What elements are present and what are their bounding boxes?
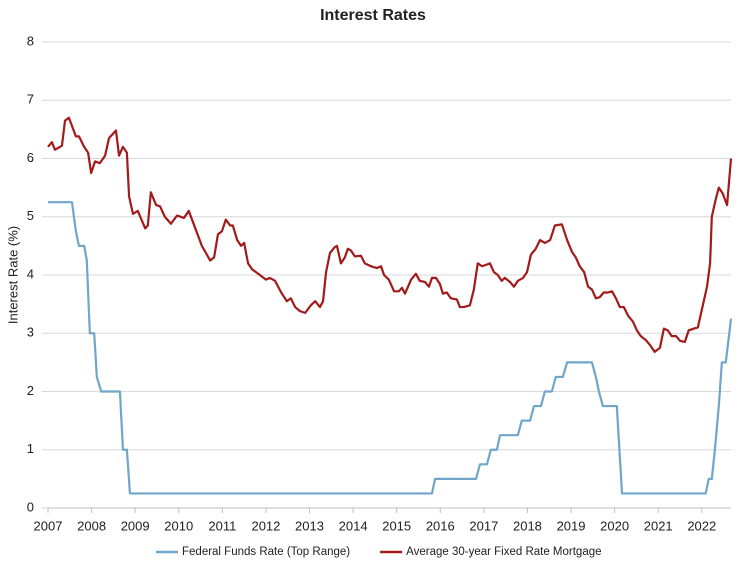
y-tick-label: 0 bbox=[27, 499, 34, 514]
x-tick-label: 2013 bbox=[295, 518, 324, 533]
y-tick-label: 6 bbox=[27, 150, 34, 165]
x-tick-label: 2021 bbox=[644, 518, 673, 533]
x-tick-label: 2010 bbox=[164, 518, 193, 533]
x-tick-label: 2009 bbox=[121, 518, 150, 533]
x-tick-label: 2014 bbox=[339, 518, 368, 533]
x-tick-label: 2019 bbox=[557, 518, 586, 533]
x-tick-label: 2020 bbox=[600, 518, 629, 533]
legend-label: Federal Funds Rate (Top Range) bbox=[182, 546, 350, 558]
x-tick-label: 2011 bbox=[208, 518, 236, 533]
series-line bbox=[48, 201, 733, 495]
series-line bbox=[47, 116, 733, 353]
x-tick-label: 2012 bbox=[251, 518, 280, 533]
y-tick-label: 3 bbox=[27, 325, 34, 340]
chart-title: Interest Rates bbox=[320, 7, 426, 24]
y-tick-label: 4 bbox=[27, 266, 34, 281]
x-tick-label: 2017 bbox=[469, 518, 498, 533]
y-tick-label: 5 bbox=[27, 208, 34, 223]
y-tick-label: 8 bbox=[27, 33, 34, 48]
y-axis-label: Interest Rate (%) bbox=[5, 226, 20, 324]
y-tick-label: 2 bbox=[27, 383, 34, 398]
x-tick-label: 2016 bbox=[426, 518, 455, 533]
x-tick-label: 2015 bbox=[382, 518, 411, 533]
legend-label: Average 30-year Fixed Rate Mortgage bbox=[406, 546, 601, 558]
x-tick-label: 2007 bbox=[34, 518, 63, 533]
y-tick-label: 7 bbox=[27, 92, 34, 107]
y-tick-label: 1 bbox=[27, 441, 34, 456]
x-tick-label: 2018 bbox=[513, 518, 542, 533]
x-tick-label: 2022 bbox=[687, 518, 716, 533]
x-tick-label: 2008 bbox=[77, 518, 106, 533]
